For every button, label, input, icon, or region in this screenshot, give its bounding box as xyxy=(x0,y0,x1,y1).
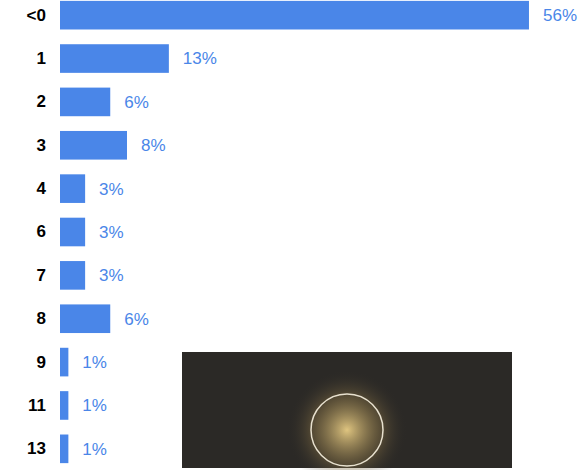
decor-glow xyxy=(287,370,407,470)
tick-label: 11 xyxy=(28,396,46,415)
tick: 3 xyxy=(37,136,60,155)
chart: <0 1 2 3 4 6 7 8 9 11 13 56% 13% 6% 8% 3% 3% 3% 6% 1% 1% 1% xyxy=(0,0,585,470)
tick-label: 7 xyxy=(37,266,46,285)
bar xyxy=(60,261,85,290)
tick: <0 xyxy=(27,6,60,25)
data-label: 3% xyxy=(99,180,124,199)
data-label: 56% xyxy=(543,6,577,25)
tick: 1 xyxy=(37,49,60,68)
data-label: 1% xyxy=(82,353,107,372)
decor-bulb xyxy=(311,394,383,466)
bar xyxy=(60,88,110,117)
data-label: 3% xyxy=(99,266,124,285)
bar xyxy=(60,391,68,420)
bar xyxy=(60,44,169,73)
tick: 7 xyxy=(37,266,60,285)
tick: 11 xyxy=(28,396,60,415)
y-axis: <0 1 2 3 4 6 7 8 9 11 13 xyxy=(27,1,61,465)
tick-label: 8 xyxy=(37,309,46,328)
tick-label: 2 xyxy=(37,92,46,111)
bar xyxy=(60,218,85,247)
tick-label: <0 xyxy=(27,6,46,25)
tick-label: 6 xyxy=(37,222,46,241)
tick-label: 4 xyxy=(37,179,47,198)
data-label: 3% xyxy=(99,223,124,242)
bar xyxy=(60,304,110,333)
data-labels: 56% 13% 6% 8% 3% 3% 3% 6% 1% 1% 1% xyxy=(82,6,577,459)
tick-label: 9 xyxy=(37,353,46,372)
tick: 4 xyxy=(37,179,60,198)
y-axis-line xyxy=(60,1,61,465)
plot: <0 1 2 3 4 6 7 8 9 11 13 56% 13% 6% 8% 3% 3% 3% 6% 1% 1% 1% xyxy=(27,1,577,465)
data-label: 13% xyxy=(183,49,217,68)
tick: 6 xyxy=(37,222,60,241)
tick: 2 xyxy=(37,92,60,111)
tick: 13 xyxy=(27,439,60,458)
data-label: 1% xyxy=(82,396,107,415)
data-label: 6% xyxy=(124,310,149,329)
bars xyxy=(60,1,529,463)
bar xyxy=(60,174,85,203)
tick: 8 xyxy=(37,309,60,328)
tick: 9 xyxy=(37,353,60,372)
bar xyxy=(60,348,68,377)
bar xyxy=(60,131,127,160)
data-label: 8% xyxy=(141,136,166,155)
decor-image xyxy=(182,352,512,470)
bar xyxy=(60,435,68,464)
data-label: 6% xyxy=(124,93,149,112)
tick-label: 13 xyxy=(27,439,46,458)
tick-label: 1 xyxy=(37,49,46,68)
tick-label: 3 xyxy=(37,136,46,155)
bar xyxy=(60,1,529,30)
data-label: 1% xyxy=(82,440,107,459)
